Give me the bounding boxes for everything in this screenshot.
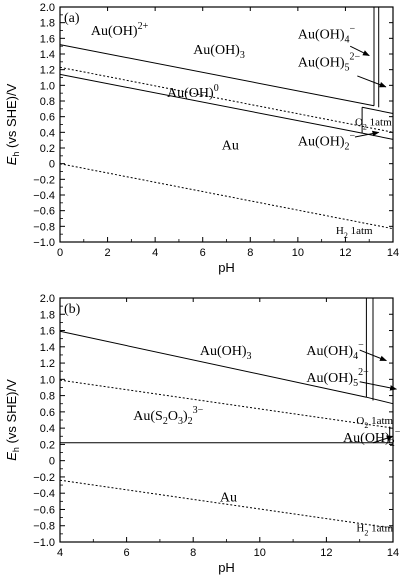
y-tick-label: 1.4: [40, 342, 55, 354]
y-tick-label: 1.0: [40, 374, 55, 386]
panel-label: (b): [64, 302, 81, 317]
region-label: Au(OH)4−: [298, 23, 356, 45]
region-label: Au(OH)3: [200, 344, 252, 362]
x-tick-label: 4: [152, 247, 158, 259]
region-label: Au(S2O3)23−: [133, 405, 203, 427]
x-tick-label: 10: [254, 547, 266, 559]
y-tick-label: 2.0: [40, 293, 55, 305]
series-line-0: [59, 44, 375, 107]
region-label: H2 1atm: [356, 522, 393, 537]
y-tick-label: 1.6: [40, 33, 55, 45]
x-axis-label: pH: [218, 560, 235, 575]
y-tick-label: −0.6: [33, 206, 55, 218]
y-tick-label: −0.4: [33, 488, 55, 500]
chart-panel-b: −1.0 −0.8 −0.6 −0.4 −0.2 0 0.2 0.4 0.6 0.8 1.0 1.2 1…: [4, 293, 400, 575]
region-label: Au(OH)52−: [306, 367, 369, 389]
y-tick-label: 1.8: [40, 309, 55, 321]
x-tick-label: 6: [200, 247, 206, 259]
y-tick-label: −0.6: [33, 504, 55, 516]
y-tick-label: −1.0: [33, 537, 55, 549]
region-label: Au(OH)3: [193, 43, 245, 61]
region-label: H2 1atm: [336, 225, 373, 240]
y-tick-label: 1.6: [40, 326, 55, 338]
y-tick-label: 1.8: [40, 18, 55, 30]
y-tick-label: 0.4: [40, 423, 55, 435]
plot-frame: [59, 297, 394, 543]
series-line-1: [366, 396, 394, 405]
x-tick-label: 10: [292, 247, 304, 259]
region-label: Au(OH)52−: [298, 52, 361, 74]
region-label: Au: [222, 139, 239, 154]
region-label: Au(OH)2+: [91, 21, 149, 39]
region-label: Au(OH)4−: [306, 340, 364, 362]
series-line-0: [59, 330, 367, 398]
series-line-7: [59, 479, 394, 529]
y-axis-label: Eh (vs SHE)/V: [4, 83, 21, 165]
x-tick-label: 8: [190, 547, 196, 559]
y-tick-label: 0.6: [40, 407, 55, 419]
x-axis-label: pH: [218, 260, 235, 275]
y-tick-label: 1.2: [40, 358, 55, 370]
y-tick-label: −0.4: [33, 190, 55, 202]
x-tick-label: 12: [339, 247, 351, 259]
y-tick-label: −0.2: [33, 472, 55, 484]
y-tick-label: −0.8: [33, 521, 55, 533]
y-tick-label: 0.8: [40, 96, 55, 108]
chart-panel-a: −1.0 −0.8 −0.6 −0.4 −0.2 0 0.2 0.4 0.6 0.8 1.0 1.2 1…: [4, 2, 399, 275]
x-tick-label: 14: [387, 247, 399, 259]
pointer-arrow: [372, 435, 394, 444]
x-tick-label: 2: [105, 247, 111, 259]
x-tick-label: 0: [57, 247, 63, 259]
y-tick-label: 0.2: [40, 143, 55, 155]
y-tick-label: 0: [49, 159, 55, 171]
region-label: Au(OH)0: [167, 83, 219, 101]
y-tick-label: 1.0: [40, 80, 55, 92]
pointer-arrow: [359, 381, 398, 391]
y-tick-label: 0: [49, 456, 55, 468]
x-tick-label: 12: [320, 547, 332, 559]
y-tick-label: −0.8: [33, 221, 55, 233]
series-line-8: [59, 163, 394, 230]
y-axis-label: Eh (vs SHE)/V: [4, 379, 21, 461]
y-tick-label: 0.6: [40, 112, 55, 124]
pointer-arrow: [359, 349, 387, 362]
series-line-4: [362, 106, 394, 114]
pointer-arrow: [354, 130, 380, 138]
y-tick-label: 1.2: [40, 65, 55, 77]
region-label: Au(OH)2−: [298, 131, 356, 153]
series-line-7: [59, 66, 394, 133]
region-label: O2 1atm: [355, 116, 392, 131]
x-tick-label: 14: [387, 547, 399, 559]
y-tick-label: 0.2: [40, 439, 55, 451]
region-label: O2 1atm: [356, 415, 393, 430]
x-tick-label: 4: [57, 547, 63, 559]
series-line-6: [59, 379, 394, 429]
region-label: Au: [220, 490, 237, 505]
x-tick-label: 8: [247, 247, 253, 259]
series-line-1: [59, 73, 363, 134]
y-tick-label: −0.2: [33, 174, 55, 186]
region-label: Au(OH)2−: [343, 427, 400, 449]
pointer-arrow: [357, 75, 387, 88]
series-line-2: [362, 132, 394, 140]
panel-label: (a): [64, 11, 80, 26]
y-tick-label: −1.0: [33, 237, 55, 249]
y-tick-label: 2.0: [40, 2, 55, 14]
x-tick-label: 6: [124, 547, 130, 559]
y-tick-label: 0.4: [40, 127, 55, 139]
y-tick-label: 1.4: [40, 49, 55, 61]
pointer-arrow: [349, 45, 370, 57]
y-tick-label: 0.8: [40, 391, 55, 403]
